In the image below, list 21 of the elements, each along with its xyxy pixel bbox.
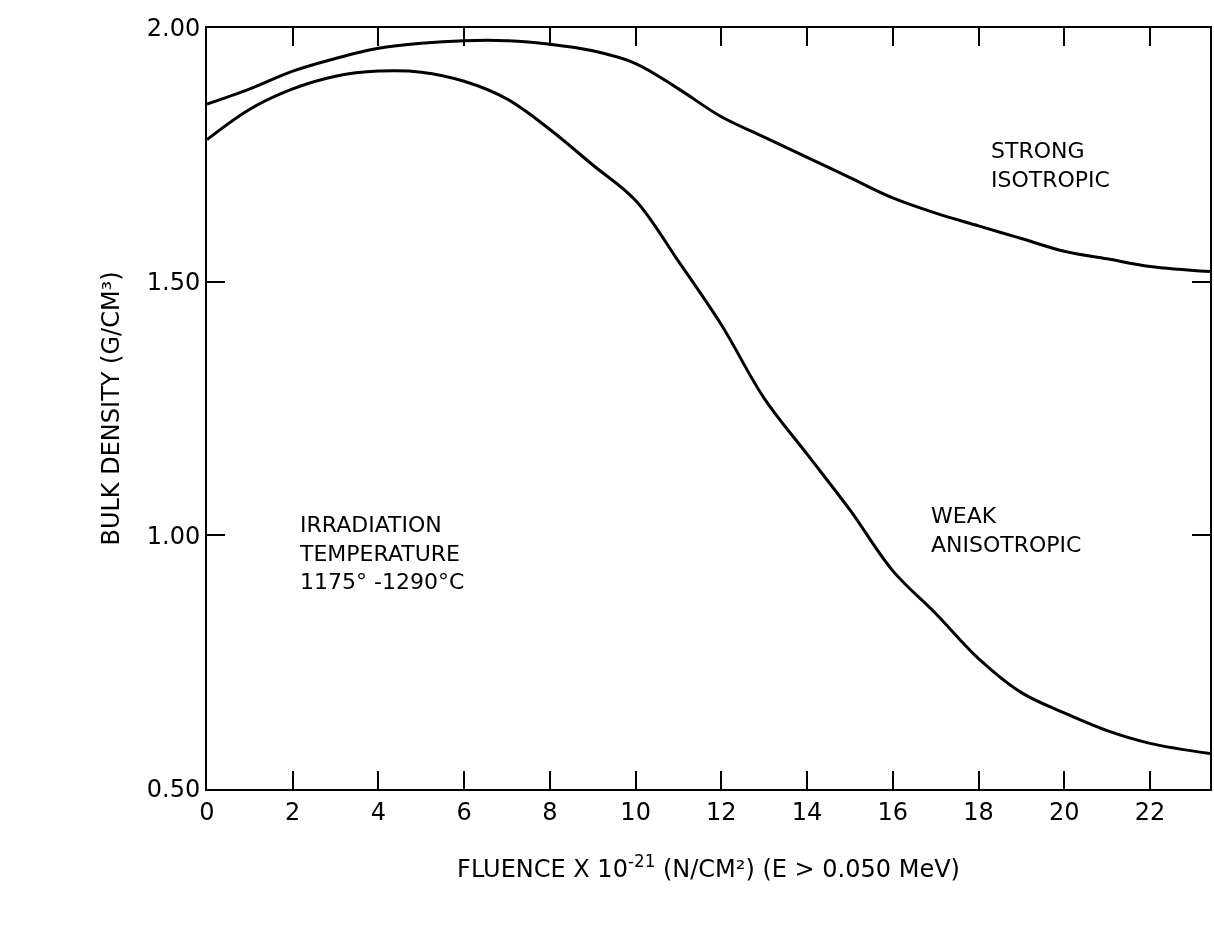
series-label: STRONG ISOTROPIC xyxy=(991,138,1110,192)
y-tick-label: 1.00 xyxy=(146,521,201,550)
x-tick-label: 8 xyxy=(542,797,558,826)
x-tick-label: 4 xyxy=(370,797,387,826)
x-tick-label: 10 xyxy=(620,797,651,826)
annotation: IRRADIATION TEMPERATURE 1175° -1290°C xyxy=(299,512,465,595)
y-tick-label: 2.00 xyxy=(146,14,201,43)
x-axis-title: FLUENCE X 10$^{-21}$ (N/CM²) (E > 0.050 MeV) xyxy=(457,850,960,883)
x-tick-label: 2 xyxy=(285,797,301,826)
x-tick-label: 6 xyxy=(456,797,472,826)
x-tick-label: 18 xyxy=(963,797,994,826)
series-label: WEAK ANISOTROPIC xyxy=(931,503,1082,557)
x-tick-label: 22 xyxy=(1134,797,1166,826)
y-tick-label: 1.50 xyxy=(146,268,201,297)
x-tick-label: 0 xyxy=(199,797,215,826)
y-tick-label: 0.50 xyxy=(146,775,201,804)
x-tick-label: 16 xyxy=(877,797,909,826)
x-tick-label: 14 xyxy=(791,797,823,826)
x-tick-label: 20 xyxy=(1048,797,1080,826)
y-axis-title: BULK DENSITY (G/CM³) xyxy=(97,271,126,546)
x-tick-label: 12 xyxy=(706,797,737,826)
